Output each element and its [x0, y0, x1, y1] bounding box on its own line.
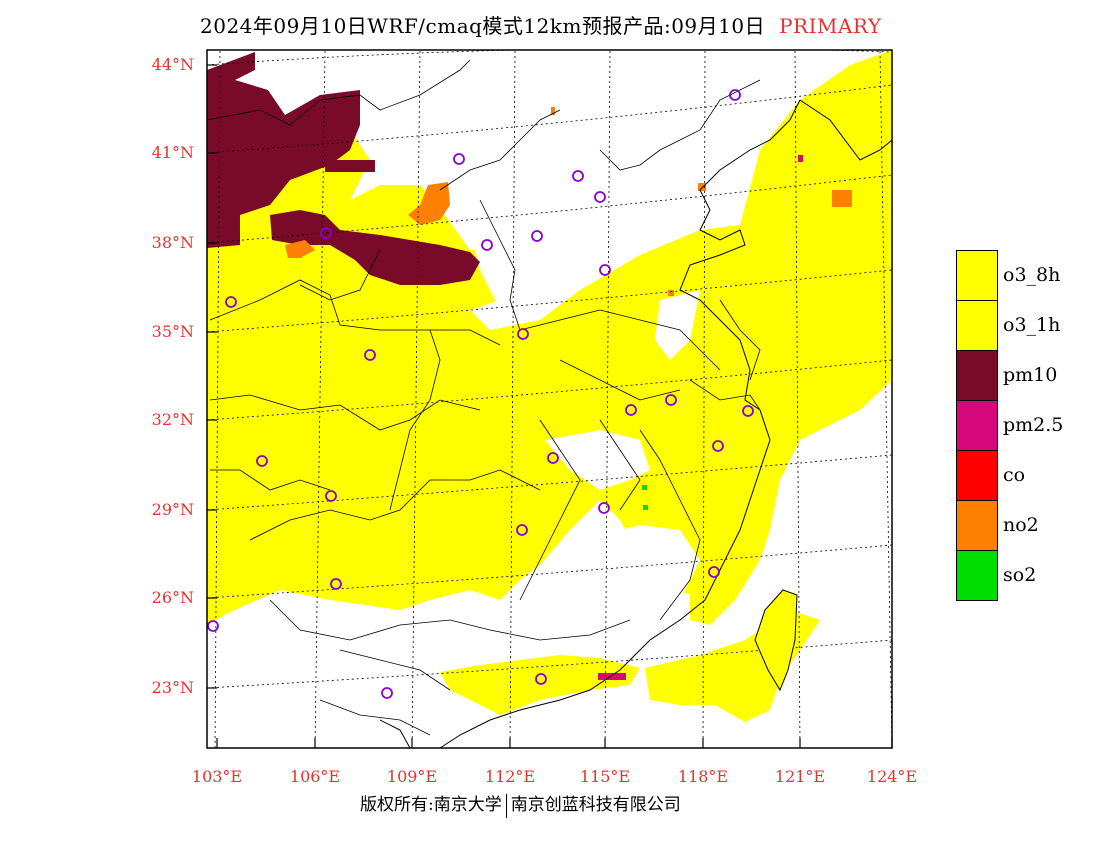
station-marker [547, 452, 559, 464]
legend-swatch [956, 500, 998, 551]
station-marker [364, 349, 376, 361]
title-text: 2024年09月10日WRF/cmaq模式12km预报产品:09月10日 [200, 14, 766, 38]
station-marker [599, 264, 611, 276]
map-frame [206, 49, 893, 749]
station-marker [320, 227, 332, 239]
legend-swatch [956, 450, 998, 501]
primary-tag: PRIMARY [779, 14, 882, 38]
lon-label-103: 103°E [191, 767, 243, 786]
station-marker [225, 296, 237, 308]
station-marker [207, 620, 219, 632]
no2-spot-yinchuan [285, 240, 315, 258]
station-marker [330, 578, 342, 590]
legend-swatch [956, 400, 998, 451]
station-marker [481, 239, 493, 251]
legend-swatch [956, 250, 998, 301]
lat-label-35: 35°N [151, 322, 194, 341]
clean-area-central [655, 290, 700, 360]
station-markers [207, 89, 754, 699]
lat-label-32: 32°N [151, 410, 194, 429]
coastline-bohai [699, 99, 801, 231]
legend-swatch [956, 300, 998, 351]
legend-label: no2 [1003, 514, 1039, 536]
lat-label-26: 26°N [151, 588, 194, 607]
copyright-left: 版权所有:南京大学 [360, 795, 502, 815]
lon-label-112: 112°E [484, 767, 536, 786]
pm25-spot-2 [798, 155, 803, 162]
legend-label: o3_1h [1003, 314, 1061, 336]
station-marker [594, 191, 606, 203]
pm10-spot-1 [325, 160, 375, 172]
station-marker [572, 170, 584, 182]
lon-label-124: 124°E [866, 767, 918, 786]
o3-region-west [207, 50, 892, 625]
province-boundaries [207, 59, 761, 736]
station-marker [598, 502, 610, 514]
no2-spot-6 [668, 290, 674, 296]
clean-area-jiangxi [545, 430, 650, 490]
station-marker [453, 153, 465, 165]
legend-label: pm2.5 [1003, 414, 1064, 436]
lon-label-118: 118°E [677, 767, 729, 786]
so2-spot-2 [643, 505, 648, 510]
lat-label-44: 44°N [151, 55, 194, 74]
taiwan-outline [754, 589, 798, 692]
station-marker [256, 455, 268, 467]
no2-spot-bohai [832, 190, 852, 207]
lon-label-115: 115°E [579, 767, 631, 786]
no2-spot-shanxi [408, 182, 450, 225]
lat-label-29: 29°N [151, 500, 194, 519]
legend-swatch [956, 550, 998, 601]
station-marker [625, 404, 637, 416]
station-marker [531, 230, 543, 242]
legend-label: pm10 [1003, 364, 1058, 386]
station-marker [325, 490, 337, 502]
lon-label-106: 106°E [289, 767, 341, 786]
map-title: 2024年09月10日WRF/cmaq模式12km预报产品:09月10日 PRIM… [200, 10, 882, 39]
o3-region-south-coast [440, 655, 640, 715]
legend-label: co [1003, 464, 1026, 486]
lon-label-121: 121°E [774, 767, 826, 786]
lat-label-38: 38°N [151, 233, 194, 252]
pm10-region-northwest [207, 52, 360, 248]
station-marker [517, 328, 529, 340]
copyright-footer: 版权所有:南京大学 南京创蓝科技有限公司 [360, 790, 681, 818]
station-marker [535, 673, 547, 685]
coastline [439, 229, 771, 748]
o3-region-fujian-coast [690, 535, 760, 625]
station-marker [742, 405, 754, 417]
so2-spot-1 [642, 485, 647, 490]
legend-swatch [956, 350, 998, 401]
station-marker [708, 566, 720, 578]
station-marker [381, 687, 393, 699]
lat-label-23: 23°N [151, 678, 194, 697]
station-marker [712, 440, 724, 452]
graticule [207, 50, 892, 748]
legend-label: o3_8h [1003, 264, 1061, 286]
station-marker [665, 394, 677, 406]
legend-label: so2 [1003, 564, 1037, 586]
hainan-outline [379, 719, 411, 748]
no2-spot-4 [551, 107, 555, 115]
korea-outline [799, 99, 892, 161]
copyright-right: 南京创蓝科技有限公司 [510, 795, 681, 815]
footer-divider [505, 793, 507, 818]
station-marker [516, 524, 528, 536]
clean-area-north [470, 200, 640, 320]
station-marker [729, 89, 741, 101]
no2-spot-5 [698, 183, 706, 191]
clean-area-southeast [580, 525, 700, 600]
pm25-spot-guangzhou [598, 673, 626, 680]
lat-label-41: 41°N [151, 143, 194, 162]
lon-label-109: 109°E [386, 767, 438, 786]
axis-ticks [207, 64, 893, 748]
